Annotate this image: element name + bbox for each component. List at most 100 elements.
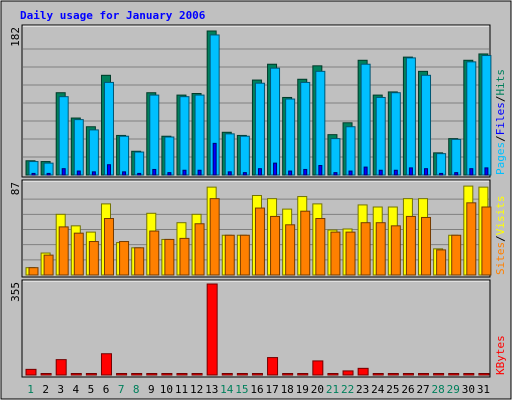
bar-sites-day-3 [59,227,68,275]
bar-kbytes-day-1 [26,369,36,375]
bar-pages-day-22 [349,171,352,175]
x-tick-label-day-7: 7 [118,383,125,396]
bar-kbytes-day-5 [86,374,96,376]
panel-visits-legend: Sites/Visits [494,196,507,276]
x-tick-label-day-31: 31 [477,383,490,396]
bar-files-day-27 [422,75,431,175]
x-tick-label-day-23: 23 [356,383,369,396]
legend-separator: / [494,96,507,103]
bar-kbytes-day-31 [479,374,489,376]
legend-entry-hits: Hits [494,69,507,96]
bar-kbytes-day-20 [313,361,323,375]
bar-files-day-10 [165,137,174,175]
chart-title: Daily usage for January 2006 [20,9,206,22]
bar-sites-day-29 [452,235,461,275]
legend-entry-sites: Sites [494,242,507,275]
bar-pages-day-16 [258,169,261,175]
bar-pages-day-1 [32,173,35,175]
bar-files-day-30 [467,62,476,175]
bar-kbytes-day-11 [177,374,187,376]
bar-pages-day-20 [319,166,322,175]
bar-files-day-24 [376,97,385,175]
x-tick-label-day-6: 6 [103,383,110,396]
x-tick-label-day-18: 18 [281,383,294,396]
bar-sites-day-25 [391,226,400,275]
bar-kbytes-day-21 [328,374,338,376]
bar-sites-day-21 [331,232,340,275]
bar-kbytes-day-30 [464,374,474,376]
bar-pages-day-30 [470,169,473,175]
chart-panels: 182Pages/Files/Hits87Sites/Visits355KByt… [9,25,507,377]
bar-files-day-29 [452,139,461,175]
x-tick-label-day-24: 24 [371,383,385,396]
bar-kbytes-day-26 [403,374,413,376]
bar-files-day-31 [482,56,491,175]
bar-pages-day-24 [379,170,382,175]
bar-kbytes-day-27 [419,374,429,376]
bar-pages-day-31 [485,168,488,175]
bar-sites-day-1 [29,268,38,275]
bar-sites-day-11 [180,238,189,275]
x-tick-label-day-20: 20 [311,383,324,396]
bar-sites-day-27 [422,217,431,275]
legend-separator: / [494,135,507,142]
bar-sites-day-12 [195,224,204,275]
bar-files-day-11 [180,97,189,175]
bar-pages-day-15 [243,173,246,175]
bar-pages-day-18 [289,171,292,175]
bar-sites-day-19 [301,211,310,275]
legend-entry-kbytes: KBytes [494,335,507,375]
bar-files-day-12 [195,95,204,175]
x-tick-label-day-2: 2 [42,383,49,396]
bar-sites-day-13 [210,199,219,275]
bar-files-day-26 [406,58,415,175]
bar-kbytes-day-19 [298,374,308,376]
panel-kbytes-scale-label: 355 [9,282,22,302]
bar-files-day-9 [150,95,159,175]
bar-kbytes-day-3 [56,360,66,375]
bar-pages-day-9 [153,169,156,175]
bar-pages-day-14 [228,172,231,175]
bar-files-day-16 [255,83,264,175]
bar-files-day-28 [437,154,446,175]
panel-kbytes-legend: KBytes [494,335,507,375]
bar-sites-day-16 [255,208,264,275]
x-tick-label-day-25: 25 [386,383,399,396]
bar-pages-day-21 [334,173,337,175]
x-tick-label-day-26: 26 [401,383,414,396]
x-tick-label-day-29: 29 [447,383,460,396]
bar-sites-day-14 [225,235,234,275]
x-tick-label-day-14: 14 [220,383,234,396]
panel-hits: 182Pages/Files/Hits [9,25,507,177]
bar-sites-day-4 [74,233,83,275]
bar-sites-day-24 [376,223,385,275]
legend-entry-visits: Visits [494,196,507,236]
bar-kbytes-day-22 [343,371,353,375]
x-tick-label-day-13: 13 [205,383,218,396]
bar-pages-day-12 [198,170,201,175]
x-tick-label-day-17: 17 [265,383,278,396]
bar-kbytes-day-17 [268,358,278,375]
x-tick-label-day-10: 10 [160,383,173,396]
bar-pages-day-25 [394,170,397,175]
bar-files-day-19 [301,82,310,175]
bar-pages-day-8 [138,173,141,175]
bar-sites-day-6 [104,219,113,275]
bar-pages-day-28 [440,173,443,175]
bar-files-day-17 [271,68,280,175]
legend-entry-pages: Pages [494,142,507,175]
bar-kbytes-day-23 [358,368,368,375]
bar-pages-day-10 [168,173,171,175]
bar-kbytes-day-10 [162,374,172,376]
bar-pages-day-17 [274,163,277,175]
bar-sites-day-30 [467,203,476,275]
bar-files-day-15 [240,136,249,175]
bar-files-day-5 [89,130,98,175]
legend-entry-files: Files [494,102,507,135]
bar-pages-day-7 [123,172,126,175]
panel-hits-legend: Pages/Files/Hits [494,69,507,175]
bar-kbytes-day-18 [283,374,293,376]
x-tick-label-day-1: 1 [27,383,34,396]
x-tick-label-day-21: 21 [326,383,339,396]
